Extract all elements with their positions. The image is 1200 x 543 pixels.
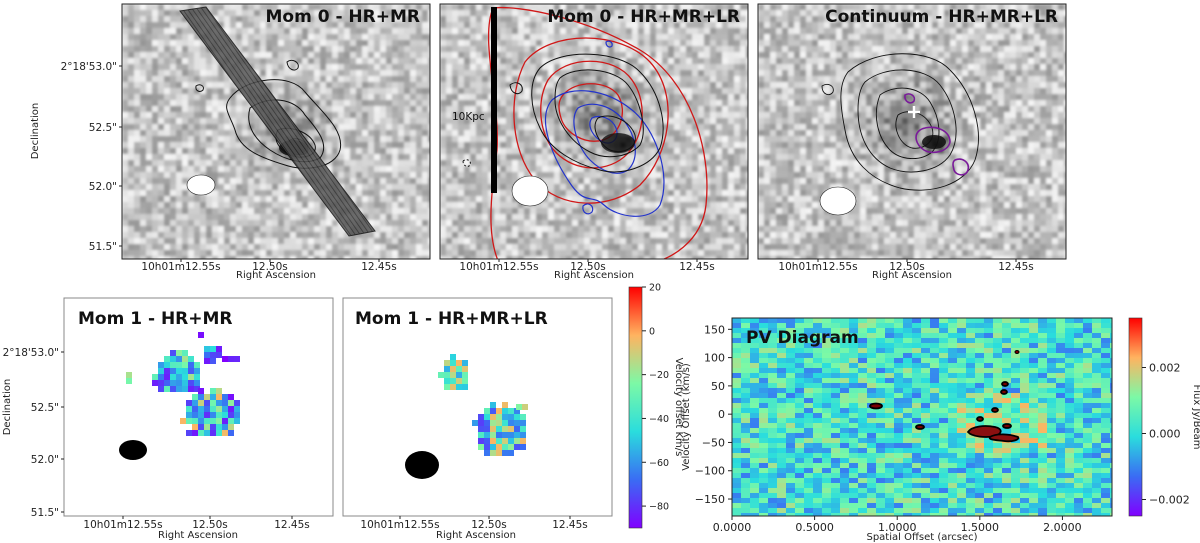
y-tick-label: 52.5" bbox=[31, 402, 59, 414]
x-tick-label: 12.50s bbox=[471, 519, 507, 531]
colorbar-tick-label: −40 bbox=[649, 414, 669, 425]
beam-ellipse bbox=[119, 440, 147, 460]
colorbar-tick-label: −60 bbox=[649, 458, 669, 469]
pv-y-ticks: 150 100 50 0 −50 −100 −150 bbox=[695, 323, 732, 506]
x-tick-label: 2.0000 bbox=[1043, 521, 1082, 534]
x-axis-label: Spatial Offset (arcsec) bbox=[866, 532, 977, 543]
y-tick-label: 50 bbox=[711, 380, 725, 393]
y-tick-label: 2°18'53.0" bbox=[61, 61, 117, 73]
velocity-colorbar: 20 0 −20 −40 −60 −80 Velocity offset Km/s bbox=[628, 283, 684, 529]
y-tick-label: 0 bbox=[718, 408, 725, 421]
panel-title: Mom 1 - HR+MR+LR bbox=[355, 309, 548, 329]
beam-ellipse bbox=[186, 174, 216, 196]
panel-title: PV Diagram bbox=[746, 328, 859, 348]
x-tick-label: 0.0000 bbox=[713, 521, 752, 534]
beam-ellipse bbox=[819, 186, 857, 216]
colorbar-tick-label: 0 bbox=[649, 326, 655, 337]
panel-frame bbox=[757, 3, 1067, 260]
mom0-hrmrlr-peak bbox=[601, 133, 635, 153]
scale-bar bbox=[491, 7, 497, 193]
colorbar-ticks: 20 0 −20 −40 −60 −80 bbox=[642, 283, 669, 513]
pv-x-ticks: 0.0000 0.5000 1.0000 1.5000 2.0000 bbox=[713, 516, 1082, 534]
panel-title: Mom 1 - HR+MR bbox=[78, 309, 233, 329]
x-tick-label: 10h01m12.55s bbox=[459, 261, 538, 273]
colorbar-gradient bbox=[1128, 317, 1143, 517]
x-tick-label: 1.5000 bbox=[961, 521, 1000, 534]
x-tick-label: 12.50s bbox=[570, 261, 606, 273]
flux-colorbar: 0.002 0.000 −0.002 Flux Jy/Beam bbox=[1128, 317, 1200, 517]
x-tick-label: 12.50s bbox=[889, 261, 925, 273]
x-axis-label: Right Ascension bbox=[554, 270, 634, 281]
y-tick-label: 52.5" bbox=[89, 122, 117, 134]
panel-pv-diagram: PV Diagram 0.0000 0.5000 1.0000 1.5000 2.000… bbox=[681, 317, 1113, 543]
panel-title: Mom 0 - HR+MR bbox=[265, 7, 420, 27]
panel-mom0-hrmrlr: 10Kpc Mom 0 - HR+MR+LR 10h01m12.55s 12.5… bbox=[439, 3, 749, 281]
y-axis-label: Declination bbox=[30, 103, 41, 160]
colorbar-tick-label: −20 bbox=[649, 370, 669, 381]
y-tick-label: 52.0" bbox=[89, 181, 117, 193]
x-axis-label: Right Ascension bbox=[436, 530, 516, 541]
colorbar-label: Velocity offset Km/s bbox=[673, 358, 684, 457]
y-tick-label: 2°18'53.0" bbox=[3, 347, 59, 359]
panel-title: Continuum - HR+MR+LR bbox=[825, 7, 1058, 27]
pv-slit bbox=[179, 6, 376, 237]
y-axis-label: Declination bbox=[2, 379, 13, 436]
y-tick-label: 51.5" bbox=[89, 241, 117, 253]
panel-frame bbox=[731, 317, 1113, 517]
colorbar-tick-label: 0.002 bbox=[1149, 362, 1181, 375]
x-tick-label: 12.45s bbox=[361, 261, 397, 273]
panel-mom1-hrmrlr: Mom 1 - HR+MR+LR 10h01m12.55s 12.50s 12.… bbox=[342, 297, 613, 541]
pv-contours bbox=[869, 350, 1020, 443]
colorbar-gradient bbox=[628, 286, 643, 529]
x-tick-label: 12.45s bbox=[552, 519, 588, 531]
panel-frame bbox=[439, 3, 749, 260]
colorbar-ticks: 0.002 0.000 −0.002 bbox=[1142, 362, 1190, 507]
panel-frame bbox=[121, 3, 431, 260]
x-tick-label: 1.0000 bbox=[878, 521, 917, 534]
beam-ellipse bbox=[511, 175, 549, 207]
x-tick-label: 10h01m12.55s bbox=[83, 519, 162, 531]
continuum-peak bbox=[922, 135, 946, 149]
colorbar-tick-label: 20 bbox=[649, 283, 661, 294]
y-tick-label: 150 bbox=[704, 323, 725, 336]
x-tick-label: 12.45s bbox=[679, 261, 715, 273]
x-tick-label: 12.45s bbox=[274, 519, 310, 531]
y-tick-label: −150 bbox=[695, 493, 725, 506]
mom1-hrmrlr-velocity-pixels bbox=[438, 354, 528, 456]
x-axis-label: Right Ascension bbox=[872, 270, 952, 281]
x-tick-label: 12.50s bbox=[192, 519, 228, 531]
panel-title: Mom 0 - HR+MR+LR bbox=[547, 7, 740, 27]
x-tick-label: 10h01m12.55s bbox=[360, 519, 439, 531]
x-tick-label: 10h01m12.55s bbox=[141, 261, 220, 273]
y-tick-label: 52.0" bbox=[31, 454, 59, 466]
colorbar-tick-label: −0.002 bbox=[1149, 494, 1190, 507]
x-axis-label: Right Ascension bbox=[236, 270, 316, 281]
mom0-hrmr-image bbox=[122, 4, 430, 259]
continuum-image bbox=[758, 4, 1066, 259]
panel-mom0-hrmr: Mom 0 - HR+MR 10h01m12.55s 12.50s 12.45s… bbox=[30, 3, 431, 281]
mom1-hrmr-velocity-pixels bbox=[126, 332, 240, 436]
colorbar-tick-label: −80 bbox=[649, 502, 669, 513]
y-tick-label: 51.5" bbox=[31, 507, 59, 519]
y-tick-label: 100 bbox=[704, 352, 725, 365]
colorbar-tick-label: 0.000 bbox=[1149, 428, 1181, 441]
panel-continuum: Continuum - HR+MR+LR 10h01m12.55s 12.50s… bbox=[757, 3, 1067, 281]
continuum-purple-contours bbox=[904, 93, 970, 176]
y-tick-label: −50 bbox=[702, 436, 725, 449]
scale-bar-label: 10Kpc bbox=[452, 111, 485, 123]
x-tick-label: 0.5000 bbox=[795, 521, 834, 534]
y-tick-label: −100 bbox=[695, 465, 725, 478]
colorbar-label: Flux Jy/Beam bbox=[1191, 384, 1200, 449]
x-tick-label: 10h01m12.55s bbox=[778, 261, 857, 273]
beam-ellipse bbox=[405, 451, 439, 479]
cross-marker bbox=[908, 106, 920, 118]
x-tick-label: 12.45s bbox=[998, 261, 1034, 273]
x-tick-label: 12.50s bbox=[252, 261, 288, 273]
x-axis-label: Right Ascension bbox=[158, 530, 238, 541]
panel-frame bbox=[342, 297, 613, 517]
pv-image bbox=[732, 318, 1112, 516]
panel-mom1-hrmr: Mom 1 - HR+MR 10h01m12.55s 12.50s 12.45s… bbox=[2, 297, 334, 541]
y-axis-label: Velocity Offset (km/s) bbox=[681, 363, 692, 471]
